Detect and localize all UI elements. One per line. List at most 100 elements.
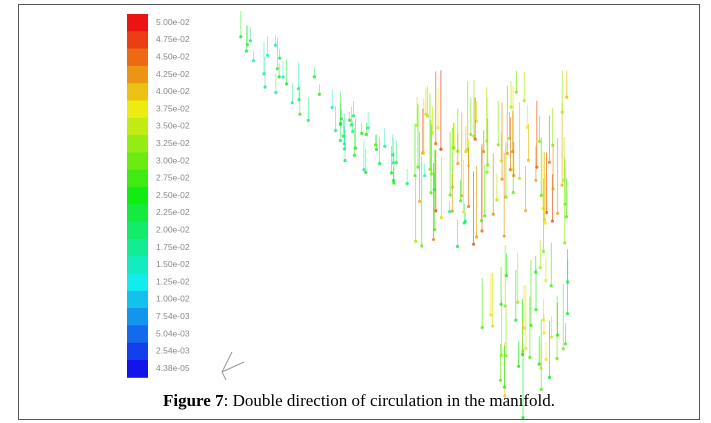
vector-head [524, 346, 528, 351]
colorbar-swatch [127, 221, 148, 240]
vector-head [306, 118, 310, 122]
vector-head [405, 182, 409, 186]
vector-head [516, 300, 520, 304]
vector-head [422, 151, 426, 155]
vector-head [290, 101, 294, 105]
vector-head [266, 53, 270, 58]
vector-head [486, 163, 490, 167]
vector-head [529, 323, 533, 328]
colorbar-swatch [127, 135, 148, 153]
vector-head [526, 158, 531, 162]
vector-head [504, 195, 508, 199]
vector-head [391, 178, 396, 183]
vector-head [415, 123, 419, 128]
vector-head [514, 90, 519, 94]
vector-head [451, 146, 456, 150]
vector-head [544, 357, 548, 362]
vector-head [463, 219, 467, 223]
vector-head [485, 170, 489, 174]
vector-head [491, 212, 495, 216]
vector-head [374, 147, 379, 152]
vector-head [511, 190, 515, 195]
vector-head [277, 75, 281, 79]
vector-head [281, 75, 285, 79]
vector-head [364, 170, 368, 175]
vector-head [500, 353, 504, 357]
vector-head [244, 49, 249, 53]
vector-head [539, 193, 543, 197]
vector-head [274, 91, 278, 95]
vector-head [417, 199, 422, 204]
vector-head [447, 210, 452, 214]
vector-head [539, 387, 543, 392]
colorbar-swatch [127, 14, 148, 32]
vector-head [278, 56, 282, 60]
vector-head [503, 304, 507, 308]
vector-head [428, 167, 432, 171]
vector-head [555, 356, 559, 361]
colorbar-swatch [127, 342, 148, 361]
vector-head [360, 131, 364, 136]
vector-head [534, 178, 538, 182]
vector-head [535, 165, 539, 169]
vector-head [455, 244, 460, 249]
caption-text: : Double direction of circulation in the… [223, 391, 556, 410]
vector-head [541, 249, 546, 254]
vector-head [429, 191, 433, 195]
vector-head [512, 174, 516, 178]
colorbar-swatch [127, 31, 148, 50]
vector-head [502, 234, 506, 238]
colorbar-label: 1.50e-02 [156, 259, 190, 269]
vector-head [520, 352, 525, 357]
vector-head [431, 237, 436, 242]
vector-head [389, 171, 394, 175]
vector-head [439, 147, 443, 151]
vector-head [342, 142, 347, 146]
vector-head [473, 137, 477, 141]
vector-head [248, 39, 252, 43]
vector-head [383, 144, 387, 148]
colorbar-label: 3.75e-02 [156, 103, 190, 113]
vector-head [517, 176, 522, 180]
vector-head [436, 126, 440, 130]
colorbar-swatch [127, 238, 148, 257]
vector-head [483, 214, 487, 218]
vector-head [423, 174, 427, 178]
colorbar-swatch [127, 48, 148, 67]
vector-head [298, 112, 302, 116]
vector-head [334, 129, 338, 133]
colorbar-label: 1.75e-02 [156, 242, 190, 252]
vector-head [362, 168, 366, 172]
vector-head [392, 181, 396, 185]
vector-head [560, 183, 564, 187]
vector-head [364, 132, 368, 137]
colorbar-label: 4.75e-02 [156, 34, 190, 44]
vector-head [504, 274, 508, 278]
vector-head [517, 364, 521, 368]
colorbar-label: 2.54e-03 [156, 346, 190, 356]
vector-head [556, 333, 560, 337]
vector-head [496, 143, 500, 147]
vector-head [366, 126, 370, 130]
vector-head [394, 161, 398, 165]
vector-head [341, 134, 345, 138]
vector-head [528, 355, 532, 360]
vector-head [338, 138, 342, 143]
vector-head [373, 143, 378, 147]
vector-head [459, 199, 463, 203]
vector-head [275, 67, 279, 71]
colorbar-swatch [127, 256, 148, 274]
colorbar-label: 4.50e-02 [156, 52, 190, 62]
colorbar-swatch [127, 117, 148, 136]
colorbar-label: 5.04e-03 [156, 328, 190, 338]
vector-head [391, 161, 395, 165]
colorbar-label: 1.00e-02 [156, 294, 190, 304]
vector-head [560, 110, 564, 114]
vector-head [534, 270, 538, 274]
vector-head [522, 99, 526, 103]
colorbar-label: 7.54e-03 [156, 311, 190, 321]
vector-head [509, 105, 513, 109]
vector-head [273, 43, 278, 47]
vector-head [342, 147, 347, 151]
